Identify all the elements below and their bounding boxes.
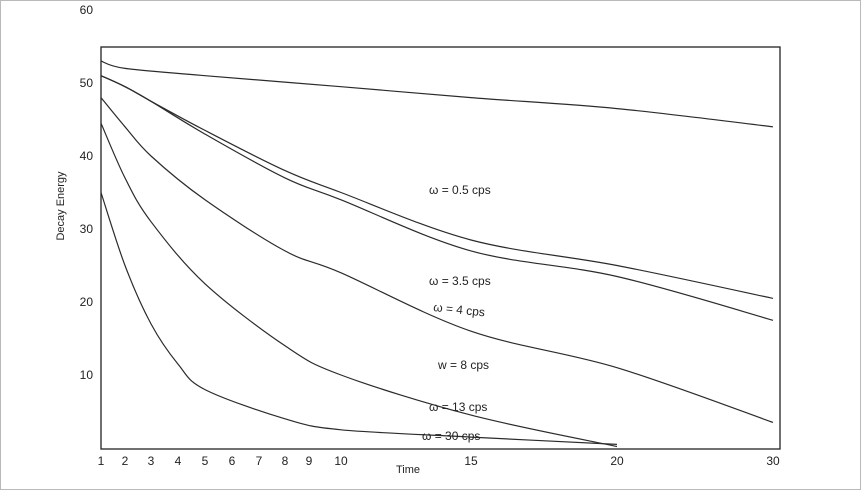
y-tick-label: 60 xyxy=(80,3,94,17)
series-labels: ω = 0.5 cps ω = 3.5 cps ω = 4 cps w = 8 cps… xyxy=(422,183,491,443)
x-tick-label: 20 xyxy=(610,454,624,468)
x-tick-label: 8 xyxy=(282,454,289,468)
label-w-0-5-cps: ω = 0.5 cps xyxy=(429,183,491,197)
y-tick-label: 50 xyxy=(80,76,94,90)
y-axis-title: Decay Energy xyxy=(55,171,67,241)
curve-w-4-cps xyxy=(100,75,774,321)
x-tick-label: 2 xyxy=(122,454,129,468)
curve-w-30-cps xyxy=(100,192,618,445)
label-w-30-cps: ω = 30 cps xyxy=(422,429,480,443)
label-w-4-cps: ω = 4 cps xyxy=(433,300,486,319)
x-tick-label: 6 xyxy=(229,454,236,468)
label-w-13-cps: ω = 13 cps xyxy=(429,400,487,414)
curve-w-0-5-cps xyxy=(100,60,774,128)
x-axis-title: Time xyxy=(396,464,420,476)
x-tick-label: 1 xyxy=(98,454,105,468)
x-axis-ticks: 1 2 3 4 5 6 7 8 9 10 15 20 30 xyxy=(98,454,780,468)
x-tick-label: 9 xyxy=(306,454,313,468)
curve-w-13-cps xyxy=(100,122,618,448)
x-tick-label: 3 xyxy=(148,454,155,468)
plot-area xyxy=(100,46,781,450)
y-tick-label: 10 xyxy=(80,368,94,382)
y-tick-label: 20 xyxy=(80,295,94,309)
label-w-3-5-cps: ω = 3.5 cps xyxy=(429,274,491,288)
x-tick-label: 4 xyxy=(175,454,182,468)
series-curves xyxy=(100,60,774,448)
y-axis-ticks: 10 20 30 40 50 60 xyxy=(80,3,94,382)
curve-w-8-cps xyxy=(100,97,774,423)
label-w-8-cps: w = 8 cps xyxy=(437,358,489,372)
y-tick-label: 40 xyxy=(80,149,94,163)
x-tick-label: 30 xyxy=(766,454,780,468)
x-tick-label: 7 xyxy=(256,454,263,468)
x-tick-label: 5 xyxy=(202,454,209,468)
y-tick-label: 30 xyxy=(80,222,94,236)
x-tick-label: 15 xyxy=(464,454,478,468)
x-tick-label: 10 xyxy=(334,454,348,468)
